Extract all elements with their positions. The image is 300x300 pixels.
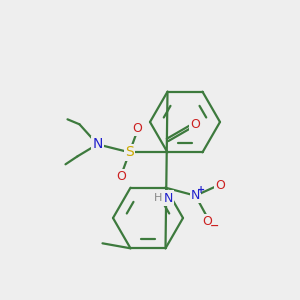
Text: O: O (133, 122, 142, 135)
Text: S: S (125, 145, 134, 159)
Text: −: − (210, 221, 219, 231)
Text: +: + (197, 185, 206, 195)
Text: N: N (92, 137, 103, 151)
Text: N: N (191, 189, 200, 202)
Text: H: H (154, 193, 162, 203)
Text: O: O (202, 215, 212, 228)
Text: O: O (216, 179, 225, 192)
Text: O: O (117, 170, 126, 183)
Text: N: N (164, 192, 173, 205)
Text: O: O (190, 118, 200, 131)
